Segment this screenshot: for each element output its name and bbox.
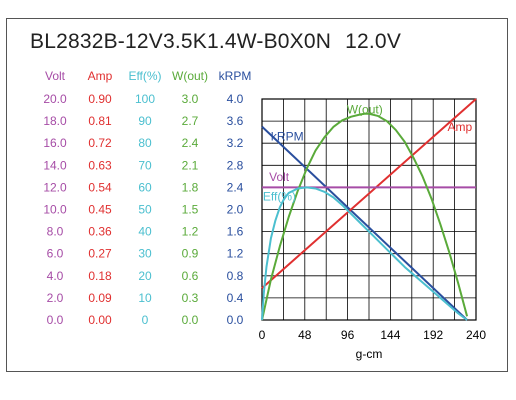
- scale-tick-eff: 60: [138, 180, 152, 194]
- series-krpm-line: [261, 125, 468, 321]
- scale-tick-krpm: 3.2: [227, 136, 244, 150]
- scale-tick-amp: 0.00: [88, 313, 112, 327]
- series-label-volt: Volt: [269, 170, 290, 184]
- scale-tick-krpm: 3.6: [227, 114, 244, 128]
- scale-tick-volt: 16.0: [43, 136, 67, 150]
- scale-tick-amp: 0.81: [88, 114, 112, 128]
- series-eff-line: [261, 186, 468, 321]
- scale-header-wout: W(out): [172, 69, 208, 83]
- scale-tick-wout: 3.0: [182, 92, 199, 106]
- scale-tick-amp: 0.63: [88, 158, 112, 172]
- scale-tick-volt: 6.0: [47, 247, 64, 261]
- scale-tick-krpm: 2.4: [227, 180, 244, 194]
- x-tick-label: 0: [259, 328, 266, 342]
- scale-tick-wout: 0.6: [182, 269, 199, 283]
- scale-tick-amp: 0.27: [88, 247, 112, 261]
- x-tick-label: 192: [423, 328, 443, 342]
- scale-tick-volt: 18.0: [43, 114, 67, 128]
- scale-tick-amp: 0.36: [88, 225, 112, 239]
- scale-tick-krpm: 1.2: [227, 247, 244, 261]
- scale-tick-amp: 0.90: [88, 92, 112, 106]
- scale-header-amp: Amp: [88, 69, 113, 83]
- scale-tick-volt: 20.0: [43, 92, 67, 106]
- scale-tick-eff: 20: [138, 269, 152, 283]
- scale-tick-wout: 1.5: [182, 203, 199, 217]
- scale-tick-wout: 2.4: [182, 136, 199, 150]
- scale-tick-amp: 0.72: [88, 136, 112, 150]
- scale-tick-wout: 2.1: [182, 158, 199, 172]
- scale-tick-wout: 2.7: [182, 114, 199, 128]
- scale-tick-krpm: 1.6: [227, 225, 244, 239]
- scale-header-eff: Eff(%): [128, 69, 161, 83]
- scale-tick-eff: 40: [138, 225, 152, 239]
- scale-tick-krpm: 4.0: [227, 92, 244, 106]
- scale-tick-eff: 90: [138, 114, 152, 128]
- chart-title: BL2832B-12V3.5K1.4W-B0X0N 12.0V: [30, 30, 401, 54]
- scale-tick-volt: 8.0: [47, 225, 64, 239]
- series-label-wout: W(out): [347, 103, 383, 117]
- scale-tick-volt: 14.0: [43, 158, 67, 172]
- scale-tick-krpm: 0.8: [227, 269, 244, 283]
- scale-tick-wout: 0.0: [182, 313, 199, 327]
- scale-tick-wout: 1.2: [182, 225, 199, 239]
- x-tick-label: 96: [341, 328, 355, 342]
- x-tick-label: 144: [380, 328, 400, 342]
- scale-tick-eff: 70: [138, 158, 152, 172]
- scale-tick-eff: 10: [138, 291, 152, 305]
- scale-tick-krpm: 0.4: [227, 291, 244, 305]
- scale-tick-wout: 0.3: [182, 291, 199, 305]
- annotation-layer: kRPM Amp W(out) Volt Eff(%): [263, 103, 473, 204]
- scale-tick-volt: 10.0: [43, 203, 67, 217]
- scale-tick-eff: 30: [138, 247, 152, 261]
- scale-tick-eff: 50: [138, 203, 152, 217]
- scale-tick-amp: 0.09: [88, 291, 112, 305]
- series-wout-line: [261, 112, 469, 321]
- scale-tick-volt: 4.0: [47, 269, 64, 283]
- x-tick-label: 48: [298, 328, 312, 342]
- scale-tick-krpm: 2.8: [227, 158, 244, 172]
- scale-tick-krpm: 0.0: [227, 313, 244, 327]
- scale-tick-eff: 80: [138, 136, 152, 150]
- x-axis: 0 48 96 144 192 240 g-cm: [259, 328, 487, 361]
- series-layer: [261, 98, 477, 321]
- scale-tick-volt: 0.0: [47, 313, 64, 327]
- x-tick-label: 240: [466, 328, 486, 342]
- scale-tick-wout: 1.8: [182, 180, 199, 194]
- scale-header-volt: Volt: [45, 69, 66, 83]
- series-amp-line: [261, 98, 477, 289]
- series-label-krpm: kRPM: [271, 129, 304, 143]
- scale-tick-volt: 2.0: [47, 291, 64, 305]
- model-name: BL2832B-12V3.5K1.4W-B0X0N: [30, 30, 332, 53]
- scale-tick-amp: 0.54: [88, 180, 112, 194]
- rated-voltage: 12.0V: [345, 30, 402, 53]
- scale-columns: Volt 20.0 18.0 16.0 14.0 12.0 10.0 8.0 6.0 4.0 2.0…: [43, 69, 251, 327]
- scale-tick-eff: 100: [135, 92, 155, 106]
- scale-header-krpm: kRPM: [219, 69, 252, 83]
- scale-tick-wout: 0.9: [182, 247, 199, 261]
- series-label-eff: Eff(%): [263, 190, 296, 204]
- scale-tick-amp: 0.45: [88, 203, 112, 217]
- series-label-amp: Amp: [447, 120, 472, 134]
- scale-tick-amp: 0.18: [88, 269, 112, 283]
- chart-frame: [6, 18, 508, 372]
- scale-tick-volt: 12.0: [43, 180, 67, 194]
- scale-tick-eff: 0: [142, 313, 149, 327]
- x-axis-label: g-cm: [356, 347, 383, 361]
- plot-border: [261, 98, 477, 321]
- scale-tick-krpm: 2.0: [227, 203, 244, 217]
